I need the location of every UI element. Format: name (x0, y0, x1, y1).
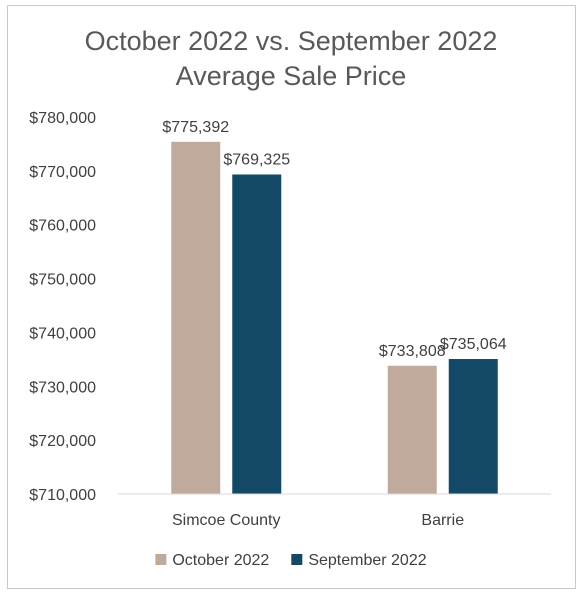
chart-title-line-2: Average Sale Price (176, 61, 407, 91)
x-tick-label: Simcoe County (172, 512, 281, 529)
y-axis-ticks: $710,000 $720,000 $730,000 $740,000 $750,000… (29, 110, 96, 504)
y-tick-label: $780,000 (29, 110, 96, 127)
legend: October 2022 September 2022 (155, 552, 427, 569)
y-tick-label: $720,000 (29, 433, 96, 450)
legend-label: October 2022 (172, 552, 269, 569)
x-axis-ticks: Simcoe County Barrie (172, 512, 464, 529)
bars (171, 141, 498, 494)
y-tick-label: $750,000 (29, 272, 96, 289)
data-label: $733,808 (379, 343, 446, 360)
y-tick-label: $770,000 (29, 164, 96, 181)
y-tick-label: $740,000 (29, 325, 96, 342)
bar (171, 141, 221, 494)
y-tick-label: $730,000 (29, 379, 96, 396)
data-label: $775,392 (162, 119, 229, 136)
data-label: $735,064 (440, 336, 507, 353)
bar (387, 365, 437, 494)
chart-title-line-1: October 2022 vs. September 2022 (85, 26, 498, 56)
y-tick-label: $710,000 (29, 487, 96, 504)
bar (448, 359, 498, 494)
legend-label: September 2022 (308, 552, 426, 569)
y-tick-label: $760,000 (29, 218, 96, 235)
data-label: $769,325 (223, 151, 290, 168)
legend-item: September 2022 (291, 552, 427, 569)
legend-item: October 2022 (155, 552, 269, 569)
legend-swatch (291, 554, 303, 565)
legend-swatch (155, 554, 167, 565)
x-tick-label: Barrie (421, 512, 464, 529)
bar (232, 174, 282, 494)
data-labels: $775,392 $769,325 $733,808$735,064 (162, 119, 506, 360)
